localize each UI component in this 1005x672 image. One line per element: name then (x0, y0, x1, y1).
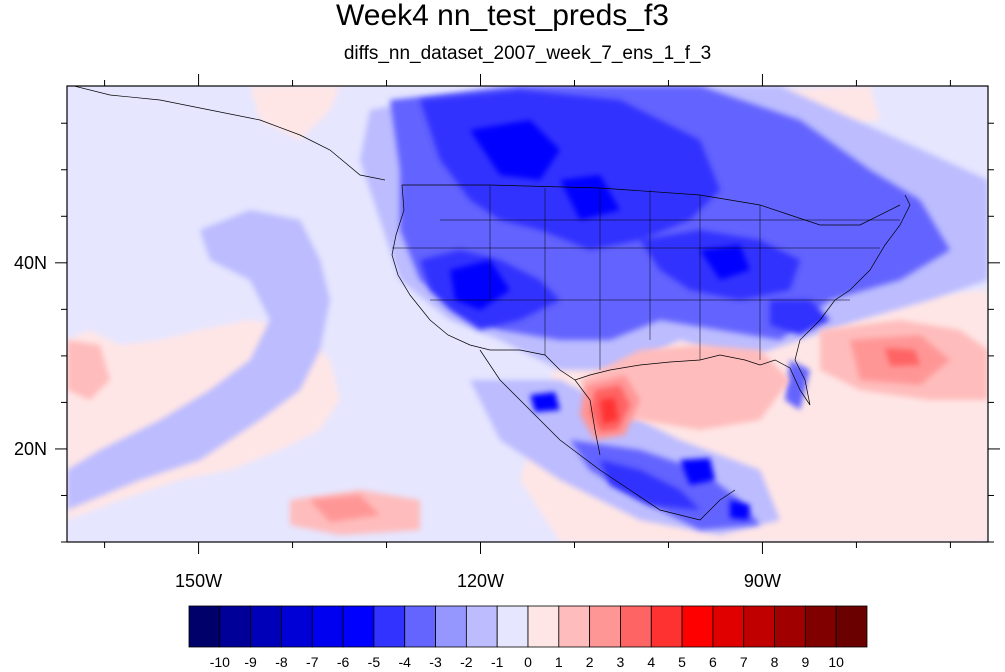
colorbar-swatch (712, 605, 745, 648)
colorbar-swatch (681, 605, 714, 648)
colorbar-tick-label: -3 (429, 654, 442, 670)
colorbar-swatch (311, 605, 344, 648)
colorbar-tick-label: 10 (828, 654, 844, 670)
colorbar-swatch (404, 605, 436, 648)
colorbar-tick-label: 1 (554, 654, 563, 670)
colorbar-swatch (281, 605, 313, 648)
colorbar-tick-label: -1 (490, 654, 504, 670)
map-frame (66, 85, 989, 543)
colorbar-tick-label: -8 (275, 654, 288, 670)
colorbar-tick-label: 8 (770, 654, 779, 670)
colorbar-tick-label: 7 (739, 654, 748, 670)
lat-label: 20N (14, 438, 48, 459)
plot-title: Week4 nn_test_preds_f3 (335, 0, 669, 32)
colorbar-tick-label: 6 (709, 654, 717, 670)
colorbar-swatch (620, 605, 652, 648)
colorbar-swatch (650, 605, 683, 648)
colorbar-tick-label: -7 (306, 654, 319, 670)
colorbar (188, 605, 868, 648)
colorbar-tick-label: -6 (336, 654, 350, 670)
axis-ticks (55, 74, 1000, 554)
colorbar-tick-label: -2 (460, 654, 473, 670)
colorbar-swatch (435, 605, 467, 648)
colorbar-swatch (219, 605, 252, 648)
colorbar-tick-label: -5 (367, 654, 381, 670)
lat-label: 40N (14, 252, 48, 273)
colorbar-tick-label: 9 (801, 654, 810, 670)
colorbar-swatch (774, 605, 806, 648)
colorbar-swatch (558, 605, 591, 648)
colorbar-swatch (835, 605, 868, 648)
colorbar-swatch (589, 605, 621, 648)
colorbar-swatch (527, 605, 560, 648)
lon-label: 120W (456, 571, 505, 591)
lon-label: 150W (175, 571, 223, 591)
colorbar-tick-label: 0 (524, 654, 532, 670)
colorbar-swatch (743, 605, 775, 648)
state-borders (392, 185, 900, 370)
colorbar-swatch (496, 605, 529, 648)
colorbar-tick-label: 5 (678, 654, 686, 670)
colorbar-tick-label: -4 (398, 654, 411, 670)
colorbar-swatch (188, 605, 221, 648)
colorbar-tick-label: -9 (244, 654, 257, 670)
colorbar-swatch (342, 605, 375, 648)
lon-label: 90W (743, 571, 781, 591)
plot-subtitle: diffs_nn_dataset_2007_week_7_ens_1_f_3 (343, 43, 712, 64)
colorbar-tick-label: 2 (585, 654, 594, 670)
colorbar-tick-label: 3 (616, 654, 625, 670)
colorbar-swatch (804, 605, 837, 648)
colorbar-swatch (465, 605, 498, 648)
colorbar-tick-label: -10 (209, 654, 230, 670)
colorbar-tick-label: 4 (647, 654, 656, 670)
colorbar-swatch (373, 605, 406, 648)
anomaly-field (67, 86, 988, 542)
colorbar-swatch (250, 605, 282, 648)
